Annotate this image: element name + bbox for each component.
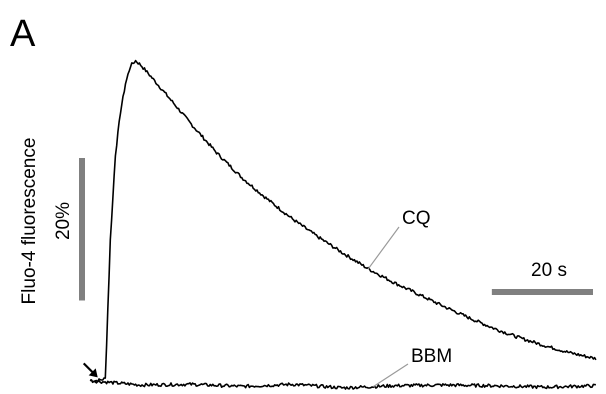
y-axis-label: Fluo-4 fluorescence (19, 138, 40, 305)
stimulus-arrow-head (88, 368, 98, 378)
bbm-series-label: BBM (411, 346, 452, 367)
x-scale-bar-label: 20 s (531, 260, 567, 281)
trace-bbm (89, 379, 596, 390)
bbm-label-leader-line (373, 363, 409, 388)
cq-label-leader-line (367, 226, 400, 270)
traces (89, 59, 597, 390)
cq-series-label: CQ (402, 208, 431, 229)
stimulus-arrow-icon (82, 362, 98, 378)
trace-cq (90, 59, 597, 383)
y-scale-bar-label: 20% (53, 202, 74, 240)
panel-label: A (10, 13, 36, 55)
